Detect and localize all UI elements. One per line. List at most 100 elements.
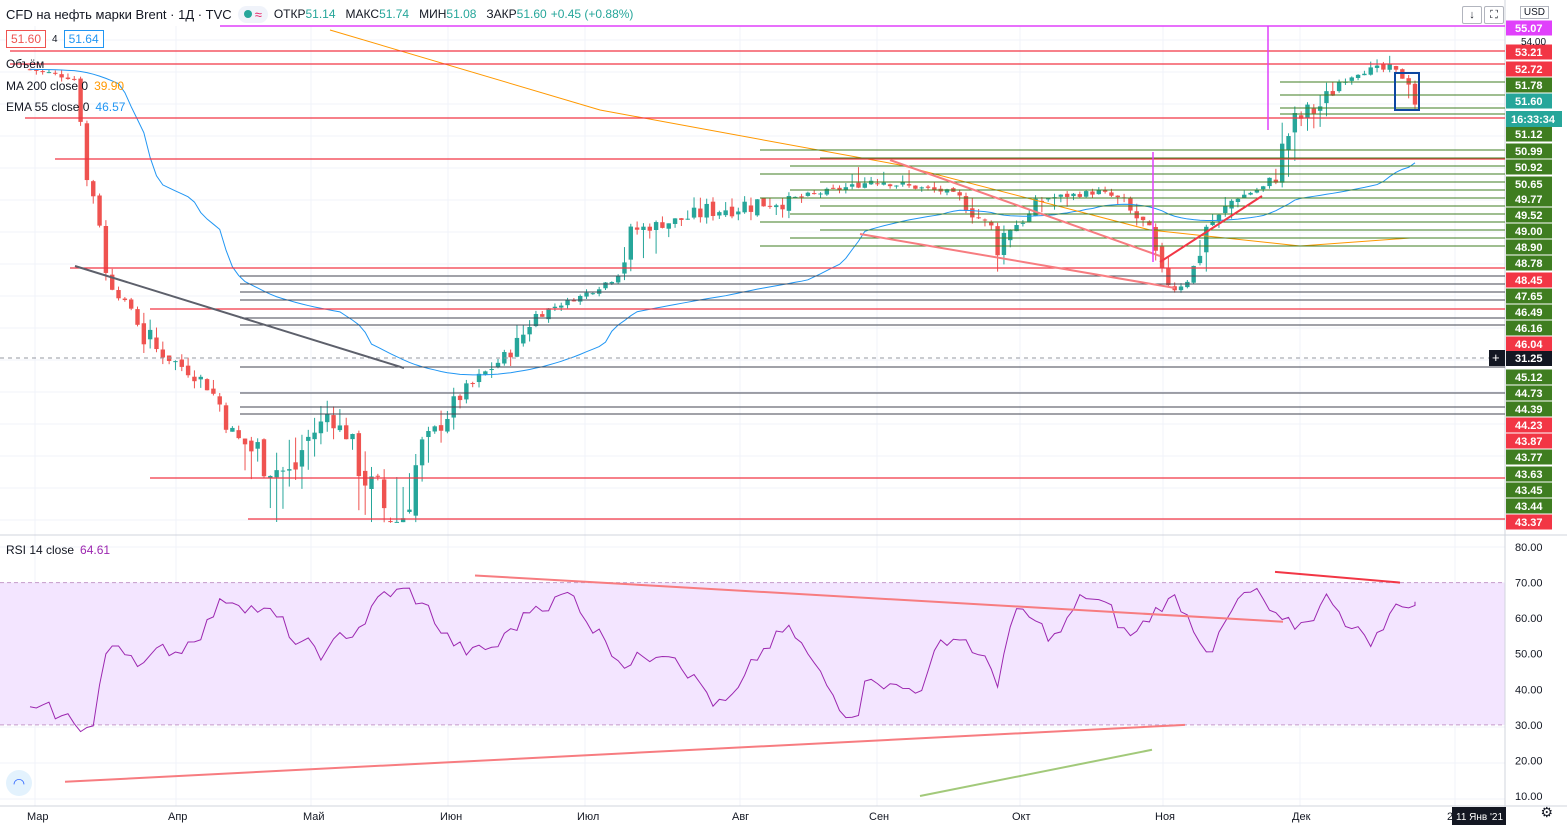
candle-body xyxy=(742,201,747,213)
price-label-bg xyxy=(1506,433,1552,449)
candle-body xyxy=(249,440,254,452)
candle-body xyxy=(350,434,355,440)
candle-body xyxy=(1412,83,1418,105)
candle-body xyxy=(552,306,558,309)
time-tick: Июн xyxy=(440,811,462,823)
countdown-label: 16:33:34 xyxy=(1511,114,1556,126)
price-label: 43.77 xyxy=(1515,452,1543,464)
candle-body xyxy=(1330,91,1335,96)
candle-body xyxy=(217,396,222,405)
candle-body xyxy=(65,77,71,80)
price-label-bg xyxy=(1506,239,1552,255)
candle-body xyxy=(799,196,804,198)
candle-body xyxy=(881,182,886,185)
market-status-pill[interactable]: ≈ xyxy=(237,5,268,23)
scale-down-icon[interactable]: ↓ xyxy=(1462,6,1482,24)
price-label: 47.65 xyxy=(1515,291,1543,303)
price-tick: 54.00 xyxy=(1521,37,1546,48)
sell-button[interactable]: 51.60 xyxy=(6,30,47,48)
rsi-band xyxy=(0,582,1505,725)
buy-button[interactable]: 51.64 xyxy=(63,30,104,48)
candle-body xyxy=(704,203,709,218)
trend-line xyxy=(74,265,405,369)
price-label-bg xyxy=(1506,255,1552,271)
candle-body xyxy=(160,349,166,358)
candle-body xyxy=(1014,225,1019,232)
candle-body xyxy=(723,210,728,216)
price-label: 48.45 xyxy=(1515,275,1543,287)
price-label-bg xyxy=(1506,320,1552,336)
tradingview-logo-icon[interactable]: ◠ xyxy=(6,770,32,796)
candle-body xyxy=(1109,192,1114,196)
candle-body xyxy=(603,282,608,289)
candle-body xyxy=(1324,91,1329,104)
price-label-bg xyxy=(1506,126,1552,142)
price-label: 50.99 xyxy=(1515,146,1543,158)
candle-body xyxy=(419,439,425,466)
candle-body xyxy=(793,196,798,198)
price-label-bg xyxy=(1506,159,1552,175)
candle-body xyxy=(280,470,286,472)
candle-body xyxy=(1191,265,1196,283)
candle-body xyxy=(761,198,766,207)
selection-box xyxy=(1394,72,1420,111)
price-label-bg xyxy=(1506,207,1552,223)
time-tick: Ноя xyxy=(1155,811,1175,823)
ma-legend[interactable]: MA 200 close 0 39.90 xyxy=(6,79,125,93)
rsi-tick: 50.00 xyxy=(1515,649,1543,661)
market-open-icon xyxy=(243,10,252,18)
settings-gear-icon[interactable]: ⚙ xyxy=(1540,804,1553,820)
candle-body xyxy=(887,184,893,187)
candle-body xyxy=(1147,221,1152,226)
candle-body xyxy=(1027,213,1032,222)
candle-body xyxy=(736,211,741,215)
candle-body xyxy=(698,208,703,218)
volume-legend[interactable]: Объём xyxy=(6,57,45,71)
price-label-bg xyxy=(1506,93,1552,109)
candle-body xyxy=(900,181,905,185)
candle-body xyxy=(312,432,317,440)
candle-body xyxy=(230,427,235,432)
candle-body xyxy=(53,72,58,74)
candle-body xyxy=(1020,222,1026,224)
spread-value: 4 xyxy=(52,33,58,45)
candle-body xyxy=(1406,78,1411,85)
candle-body xyxy=(748,205,754,212)
price-label-bg xyxy=(1506,304,1552,320)
candle-body xyxy=(868,180,874,185)
candle-body xyxy=(103,225,109,273)
fullscreen-icon[interactable]: ⛶ xyxy=(1484,6,1504,24)
price-label-bg xyxy=(1506,385,1552,401)
price-label: 46.04 xyxy=(1515,339,1543,351)
symbol-title[interactable]: CFD на нефть марки Brent · 1Д · TVC xyxy=(6,6,232,22)
price-label-bg xyxy=(1506,336,1552,352)
candle-body xyxy=(375,475,381,477)
ohlc-low: МИН51.08 xyxy=(419,7,477,21)
candle-body xyxy=(970,208,975,218)
candle-body xyxy=(1355,74,1361,79)
rsi-legend[interactable]: RSI 14 close 64.61 xyxy=(6,543,111,557)
candle-body xyxy=(1311,108,1317,114)
candle-body xyxy=(837,187,842,190)
currency-badge[interactable]: USD xyxy=(1519,6,1549,19)
candle-body xyxy=(299,450,305,467)
candle-body xyxy=(1058,194,1064,197)
candle-body xyxy=(489,369,494,371)
price-label-bg xyxy=(1506,176,1552,192)
candle-body xyxy=(824,188,830,195)
rsi-trend-line xyxy=(919,748,1153,797)
candle-body xyxy=(34,69,39,71)
candle-body xyxy=(293,462,298,470)
candle-body xyxy=(647,226,652,231)
candle-body xyxy=(426,431,431,438)
rsi-tick: 60.00 xyxy=(1515,613,1543,625)
candle-body xyxy=(780,204,785,210)
candle-body xyxy=(628,226,633,260)
candle-body xyxy=(1096,190,1101,195)
levels xyxy=(10,50,1505,520)
ema-legend[interactable]: EMA 55 close 0 46.57 xyxy=(6,100,126,114)
price-label-bg xyxy=(1506,482,1552,498)
price-label: 52.72 xyxy=(1515,64,1543,76)
candle-body xyxy=(116,290,121,299)
